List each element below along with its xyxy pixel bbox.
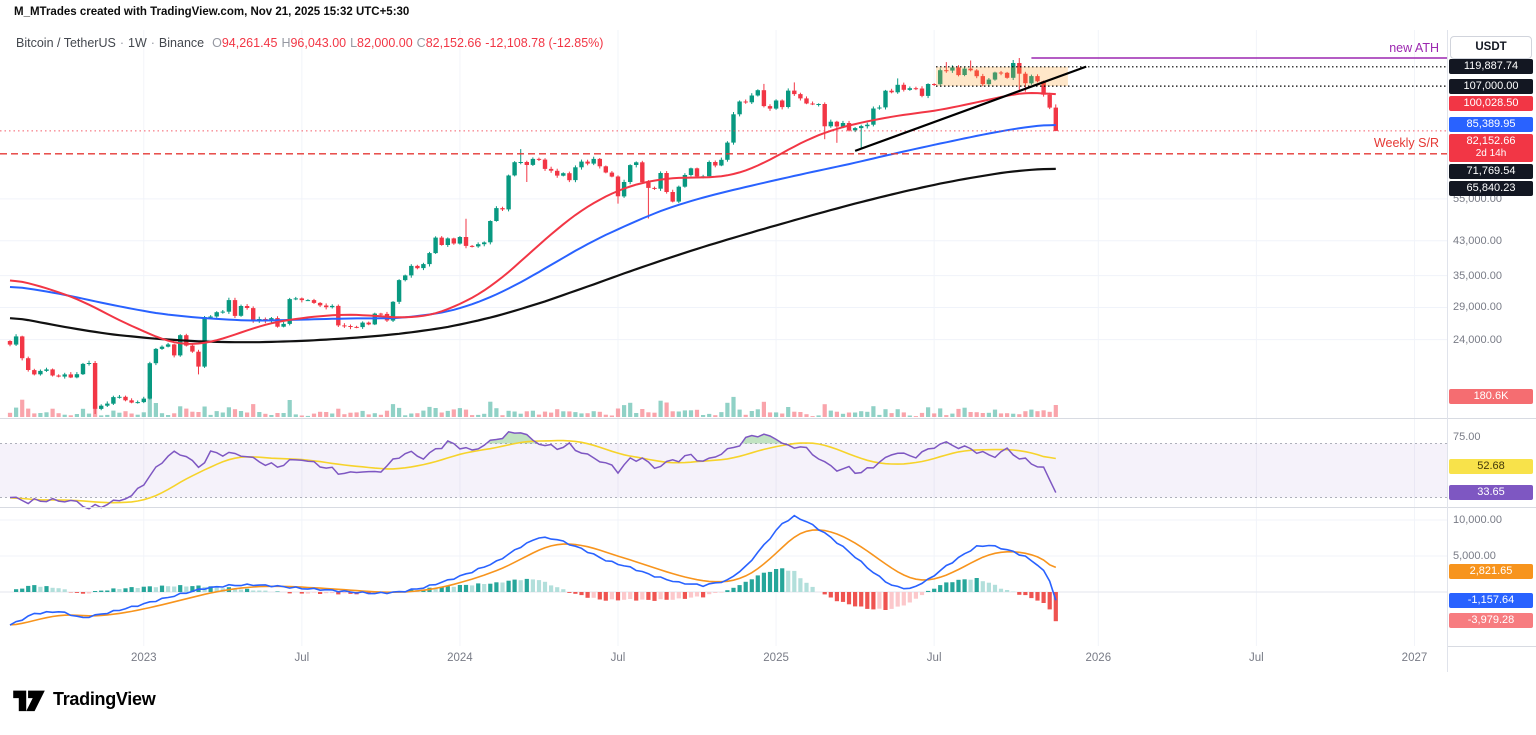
scale-grid-label: 24,000.00 <box>1453 333 1502 346</box>
ohlc-low: L82,000.00 <box>350 36 413 50</box>
logo-wordmark: TradingView <box>53 688 156 709</box>
price-tag: 52.68 <box>1449 459 1533 475</box>
time-axis-label: 2027 <box>1401 652 1428 664</box>
time-axis-label: Jul <box>294 652 310 664</box>
attribution-text: M_MTrades created with TradingView.com, … <box>14 6 410 18</box>
new-ath-annotation: new ATH <box>1389 41 1439 55</box>
scale-grid-label: 75.00 <box>1453 430 1481 443</box>
time-axis-label: 2023 <box>130 652 157 664</box>
price-tag: 71,769.54 <box>1449 163 1533 179</box>
volume-value-tag: 180.6K <box>1449 389 1533 404</box>
tradingview-icon <box>13 690 45 712</box>
scale-grid-label: 29,000.00 <box>1453 301 1502 314</box>
scale-grid-label: 55,000.00 <box>1453 192 1502 205</box>
price-tag: 107,000.00 <box>1449 78 1533 94</box>
chart-canvas[interactable] <box>0 0 1447 735</box>
symbol-name[interactable]: Bitcoin / TetherUS <box>16 36 116 50</box>
price-tag: 65,840.23 <box>1449 180 1533 196</box>
ohlc-high: H96,043.00 <box>281 36 347 50</box>
weekly-sr-annotation: Weekly S/R <box>1373 135 1439 150</box>
price-tag: 119,887.74 <box>1449 59 1533 75</box>
price-tag: 33.65 <box>1449 485 1533 501</box>
legend-separator: · <box>150 36 155 50</box>
ohlc-close: C82,152.66 <box>416 36 482 50</box>
legend-separator: · <box>119 36 124 50</box>
price-tag: -1,157.64 <box>1449 592 1533 608</box>
time-axis-label: 2025 <box>763 652 789 664</box>
time-axis-label: Jul <box>610 652 626 664</box>
price-tag: 85,389.95 <box>1449 116 1533 132</box>
time-axis[interactable]: 2023 Jul 2024 Jul 2025 Jul 2026 Jul 2027 <box>0 646 1447 672</box>
time-axis-label: Jul <box>926 652 942 664</box>
change-value: -12,108.78 (-12.85%) <box>485 36 604 50</box>
scale-grid-label: 35,000.00 <box>1453 269 1502 282</box>
bar-countdown: 2d 14h <box>1475 147 1507 159</box>
scale-grid-label: 43,000.00 <box>1453 234 1502 247</box>
scale-grid-label: 5,000.00 <box>1453 550 1496 562</box>
price-tag: -3,979.28 <box>1449 613 1533 629</box>
price-scale[interactable]: USDT 180.6K 55,000.00 43,000.00 35,000.00 2… <box>1447 0 1536 672</box>
pane-separator[interactable] <box>0 507 1536 508</box>
chart-legend: Bitcoin / TetherUS · 1W · Binance O94,26… <box>16 36 603 50</box>
price-tag: 82,152.66 2d 14h <box>1449 133 1533 162</box>
pane-separator[interactable] <box>0 418 1536 419</box>
price-scale-border <box>1447 30 1448 672</box>
ohlc-open: O94,261.45 <box>212 36 278 50</box>
currency-button[interactable]: USDT <box>1450 36 1532 59</box>
price-tag: 2,821.65 <box>1449 564 1533 580</box>
time-axis-label: 2024 <box>447 652 473 664</box>
time-axis-label: Jul <box>1249 652 1264 664</box>
interval-label[interactable]: 1W <box>128 36 147 50</box>
price-tag: 100,028.50 <box>1449 95 1533 111</box>
exchange-label[interactable]: Binance <box>158 36 205 50</box>
time-axis-label: 2026 <box>1085 652 1112 664</box>
scale-grid-label: 10,000.00 <box>1453 514 1502 526</box>
tradingview-logo[interactable]: TradingView <box>12 686 156 712</box>
